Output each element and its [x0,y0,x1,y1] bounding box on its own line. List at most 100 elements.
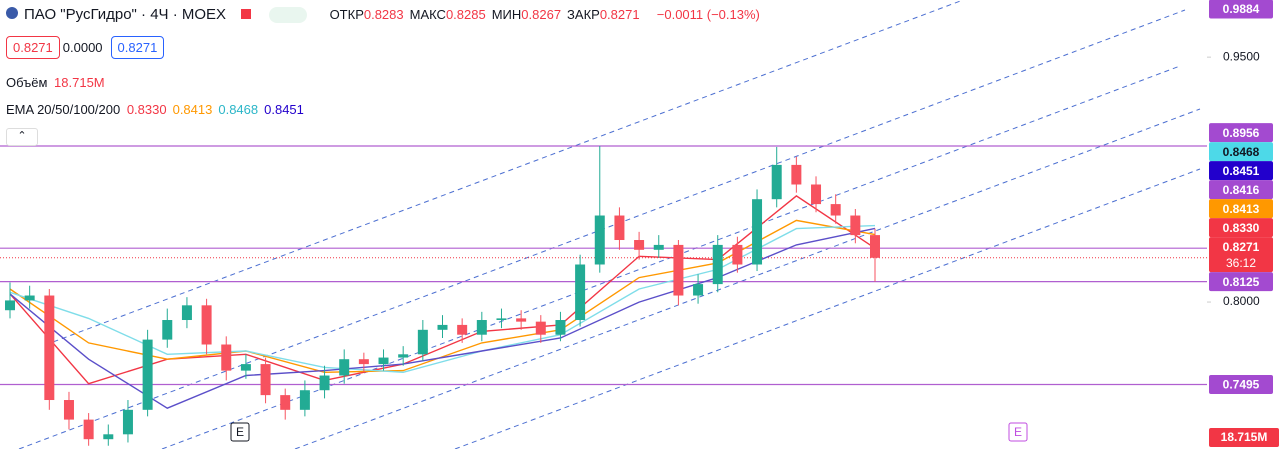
ema-value: 0.8451 [264,102,304,117]
axis-marker-label: 0.8468 [1223,145,1260,159]
candle-body [712,244,723,285]
candle-body [437,324,448,330]
candle-body [162,320,173,340]
ema-value: 0.8468 [218,102,259,117]
axis-marker [1209,180,1273,200]
candle-body [673,244,684,296]
candle-body [181,305,192,321]
header-row: ПАО "РусГидро" · 4Ч · MOEX ОТКР0.8283 МАК… [6,6,763,24]
candle-body [24,295,35,301]
candle-body [653,244,664,250]
volume-marker-label: 18.715M [1221,430,1268,444]
ohlc-label: МАКС [409,7,446,22]
ohlc-value: 0.8285 [445,7,486,22]
ema-line [9,219,876,374]
candle-body [830,204,841,216]
candle-body [752,199,763,265]
y-tick-label: 0.8000 [1223,294,1260,308]
candle-body [142,339,153,410]
axis-marker [1209,161,1273,181]
candle-body [44,295,55,401]
volume-value: 18.715M [54,75,105,90]
candle-body [457,324,468,335]
axis-marker [1209,375,1273,395]
candle-body [339,359,350,376]
event-box [1008,422,1028,442]
axis-marker [1209,142,1273,162]
buy-box[interactable]: 0.8271 [110,36,165,59]
event-marker: E [230,422,250,442]
ema-line [9,227,876,409]
ema-values: 0.8330 0.8413 0.8468 0.8451 [127,102,310,117]
candle-body [555,320,566,335]
candle-body [693,284,704,296]
event-label: E [1014,425,1022,439]
axis-marker-label: 0.8271 [1223,240,1260,254]
channel-line [454,168,1201,449]
y-tick-label: 0.9500 [1223,49,1260,63]
candle-body [319,375,330,391]
candle-body [201,305,212,345]
axis-marker [1209,218,1273,238]
axis-marker-label: 0.8416 [1223,183,1260,197]
ema-line [9,195,876,385]
candle-body [476,320,487,335]
candle-body [732,244,743,265]
axis-marker-label: 0.8956 [1223,126,1260,140]
ohlc-label: ЗАКР [567,7,600,22]
candle-body [122,409,133,435]
volume-marker [1209,428,1279,447]
axis-marker-label: 0.8413 [1223,202,1260,216]
candle-body [358,359,369,365]
event-box [230,422,250,442]
candle-body [240,364,251,371]
channel [18,0,1201,449]
candle-body [63,400,74,420]
candle-body [378,357,389,365]
ohlc-value: 0.8271 [599,7,640,22]
candle-body [575,264,586,321]
axis-marker [1209,272,1273,292]
axis-marker [1209,199,1273,219]
candle-body [299,390,310,410]
collapse-button[interactable]: ⌃ [6,128,38,146]
candle-body [850,215,861,236]
ohlc-label: МИН [491,7,522,22]
symbol-title[interactable]: ПАО "РусГидро" · 4Ч · MOEX [24,6,227,23]
channel-line [44,0,964,346]
sell-box[interactable]: 0.8271 [6,36,60,59]
candle-body [614,215,625,241]
axis-marker [1209,123,1273,143]
event-label: E [236,425,244,439]
status-pill[interactable] [269,7,308,24]
volume-label: Объём [6,75,48,90]
candle-body [5,300,15,311]
candle-body [280,395,291,410]
candle-body [634,240,645,250]
candle-body [260,364,271,396]
ema-value: 0.8413 [172,102,213,117]
ohlc-label: ОТКР [329,7,364,22]
ema-value: 0.8330 [126,102,167,117]
axis-marker-label: 0.8125 [1223,275,1260,289]
axis-marker [1209,0,1273,19]
ohlc-value: 0.8267 [521,7,562,22]
volume-legend: Объём 18.715M [6,75,108,90]
ema-label: EMA 20/50/100/200 [6,102,121,117]
event-marker: E [1008,422,1028,442]
candle-body [594,215,605,265]
candle-body [870,235,880,258]
axis-marker-label: 0.9884 [1223,2,1260,16]
change: −0.0011 (−0.13%) [656,7,760,22]
ema-line [9,224,876,374]
flag[interactable] [241,9,252,19]
candle-body [771,164,782,200]
price-boxes: 0.8271 0.0000 0.8271 [6,36,167,59]
candle-body [103,434,114,440]
candle-body [516,318,527,322]
candle-body [83,419,94,440]
candle-body [221,344,232,371]
axis-marker-label: 0.8330 [1223,221,1260,235]
